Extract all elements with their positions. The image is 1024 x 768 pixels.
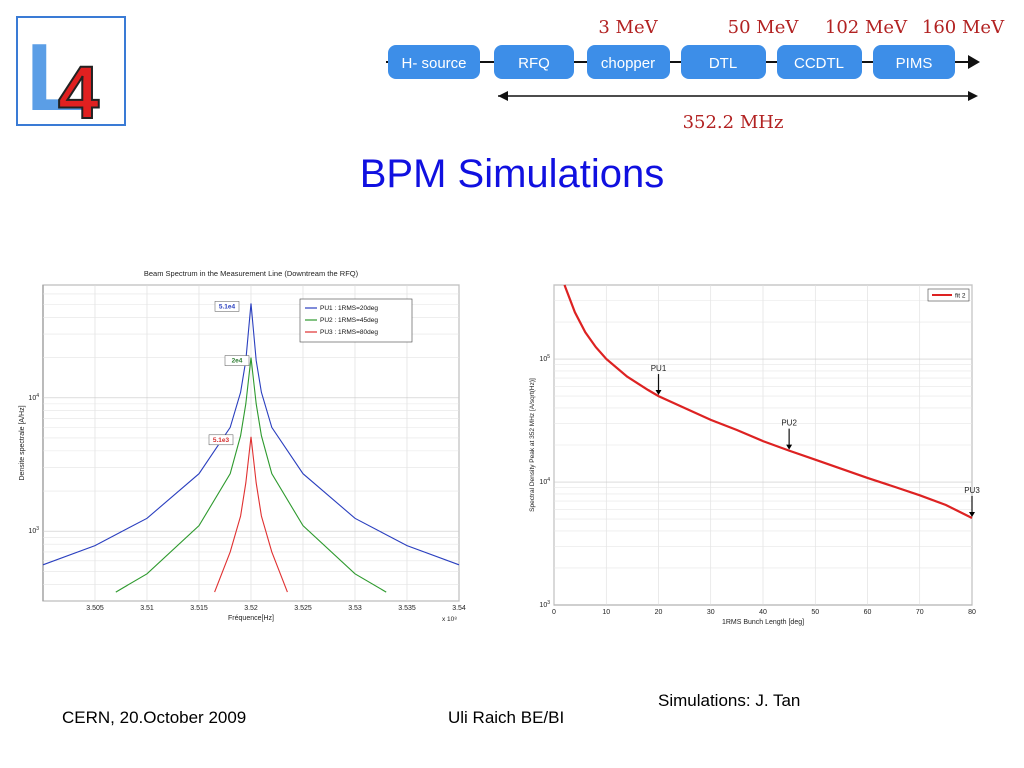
annotation-label-pu3: PU3 xyxy=(964,486,980,495)
chain-label-dtl: DTL xyxy=(709,55,737,72)
logo-digit: 4 xyxy=(58,51,99,124)
peak-label-pu1: 5.1e4 xyxy=(219,303,236,310)
x-tick-label: 60 xyxy=(864,609,872,616)
y-tick-label: 103 xyxy=(28,526,39,535)
legend-label-pu1: PU1 : 1RMS=20deg xyxy=(320,305,378,312)
y-tick-label: 103 xyxy=(539,600,550,609)
annotation-arrowhead-pu2 xyxy=(786,444,793,450)
energy-label-3mev: 3 MeV xyxy=(598,17,658,38)
spectral-density-chart: fit 2 PU1 PU2 PU3 0 10 20 30 40 50 60 70 80 103 104 105… xyxy=(529,284,980,626)
annotation-arrowhead-pu3 xyxy=(969,511,975,517)
peak-label-box-pu1 xyxy=(214,301,240,312)
footer-credit: Simulations: J. Tan xyxy=(658,691,801,710)
chain-box-ccdtl xyxy=(777,45,862,79)
chain-label-chopper: chopper xyxy=(601,55,655,72)
x-tick-label: 0 xyxy=(552,609,556,616)
legend-label-pu2: PU2 : 1RMS=45deg xyxy=(320,317,378,324)
legend-label-pu3: PU3 : 1RMS=80deg xyxy=(320,329,378,336)
accelerator-chain-diagram: H- source RFQ chopper DTL CCDTL PIMS 3 M… xyxy=(386,17,1005,133)
x-tick-label: 80 xyxy=(968,609,976,616)
x-tick-label: 3.53 xyxy=(348,605,362,612)
x-tick-label: 3.535 xyxy=(398,605,416,612)
x-axis-label: 1RMS Bunch Length [deg] xyxy=(722,619,804,626)
peak-label-pu2: 2e4 xyxy=(232,358,243,365)
x-tick-label: 40 xyxy=(759,609,767,616)
series-line-pu1 xyxy=(42,303,460,566)
series-line-pu2 xyxy=(115,357,387,593)
beamline-arrowhead xyxy=(968,55,980,69)
frequency-arrow-right xyxy=(968,91,978,101)
y-tick-label: 104 xyxy=(539,477,550,486)
y-axis-label: Densite spectrale [A/Hz] xyxy=(19,405,26,480)
y-tick-label: 104 xyxy=(28,393,39,402)
x-axis-label: Fréquence[Hz] xyxy=(228,615,274,622)
logo-letter: L xyxy=(26,24,85,124)
x-tick-label: 20 xyxy=(655,609,663,616)
x-tick-label: 3.505 xyxy=(86,605,104,612)
x-multiplier-label: x 10⁸ xyxy=(442,616,457,623)
peak-label-box-pu2 xyxy=(224,355,250,366)
x-tick-label: 70 xyxy=(916,609,924,616)
y-axis-label: Spectral Density Peak at 352 MHz [A/sqrt… xyxy=(529,378,536,512)
x-tick-label: 3.52 xyxy=(244,605,258,612)
energy-label-102mev: 102 MeV xyxy=(825,17,908,38)
energy-label-50mev: 50 MeV xyxy=(728,17,800,38)
annotation-arrowhead-pu1 xyxy=(655,390,662,396)
x-tick-label: 3.515 xyxy=(190,605,208,612)
annotation-label-pu1: PU1 xyxy=(651,364,667,373)
peak-label-pu3: 5.1e3 xyxy=(213,437,230,444)
l4-logo-graphic: L 4 xyxy=(26,24,100,135)
x-tick-label: 3.51 xyxy=(140,605,154,612)
x-tick-label: 3.54 xyxy=(452,605,466,612)
chain-label-h-source: H- source xyxy=(401,55,466,72)
x-tick-label: 3.525 xyxy=(294,605,312,612)
chain-box-chopper xyxy=(587,45,670,79)
legend-box xyxy=(299,298,413,343)
x-tick-label: 50 xyxy=(811,609,819,616)
legend: fit 2 xyxy=(927,288,970,302)
chain-label-pims: PIMS xyxy=(896,55,933,72)
l4-logo: L 4 xyxy=(16,16,126,135)
chain-box-dtl xyxy=(681,45,766,79)
peak-label-box-pu3 xyxy=(208,434,234,446)
legend: PU1 : 1RMS=20deg PU2 : 1RMS=45deg PU3 : 1R… xyxy=(299,298,413,343)
chart-title: Beam Spectrum in the Measurement Line (D… xyxy=(144,269,359,278)
chain-label-ccdtl: CCDTL xyxy=(794,55,844,72)
frequency-arrow-left xyxy=(498,91,508,101)
chain-label-rfq: RFQ xyxy=(518,55,550,72)
footer-author: Uli Raich BE/BI xyxy=(448,708,565,727)
x-tick-label: 30 xyxy=(707,609,715,616)
series-line-pu3 xyxy=(214,436,288,593)
chain-box-rfq xyxy=(494,45,574,79)
legend-label-fit2: fit 2 xyxy=(955,293,966,300)
beam-spectrum-chart: 5.1e4 2e4 5.1e3 PU1 : 1RMS=20deg PU2 : 1RMS=… xyxy=(19,269,466,623)
chain-box-h-source xyxy=(388,45,480,79)
chain-box-pims xyxy=(873,45,955,79)
footer-venue-date: CERN, 20.October 2009 xyxy=(62,708,247,727)
y-tick-label: 105 xyxy=(539,354,550,363)
annotation-label-pu2: PU2 xyxy=(781,419,797,428)
frequency-label: 352.2 MHz xyxy=(683,112,784,133)
x-tick-label: 10 xyxy=(602,609,610,616)
slide-title: BPM Simulations xyxy=(359,152,665,196)
series-line-fit2 xyxy=(563,284,973,519)
energy-label-160mev: 160 MeV xyxy=(922,17,1005,38)
